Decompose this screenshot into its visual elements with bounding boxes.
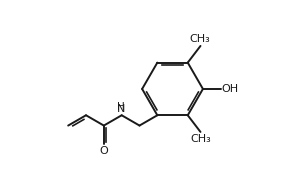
- Text: CH₃: CH₃: [190, 133, 211, 143]
- Text: H: H: [117, 102, 125, 112]
- Text: O: O: [100, 146, 108, 156]
- Text: OH: OH: [221, 84, 239, 94]
- Text: N: N: [117, 104, 125, 114]
- Text: CH₃: CH₃: [189, 34, 210, 44]
